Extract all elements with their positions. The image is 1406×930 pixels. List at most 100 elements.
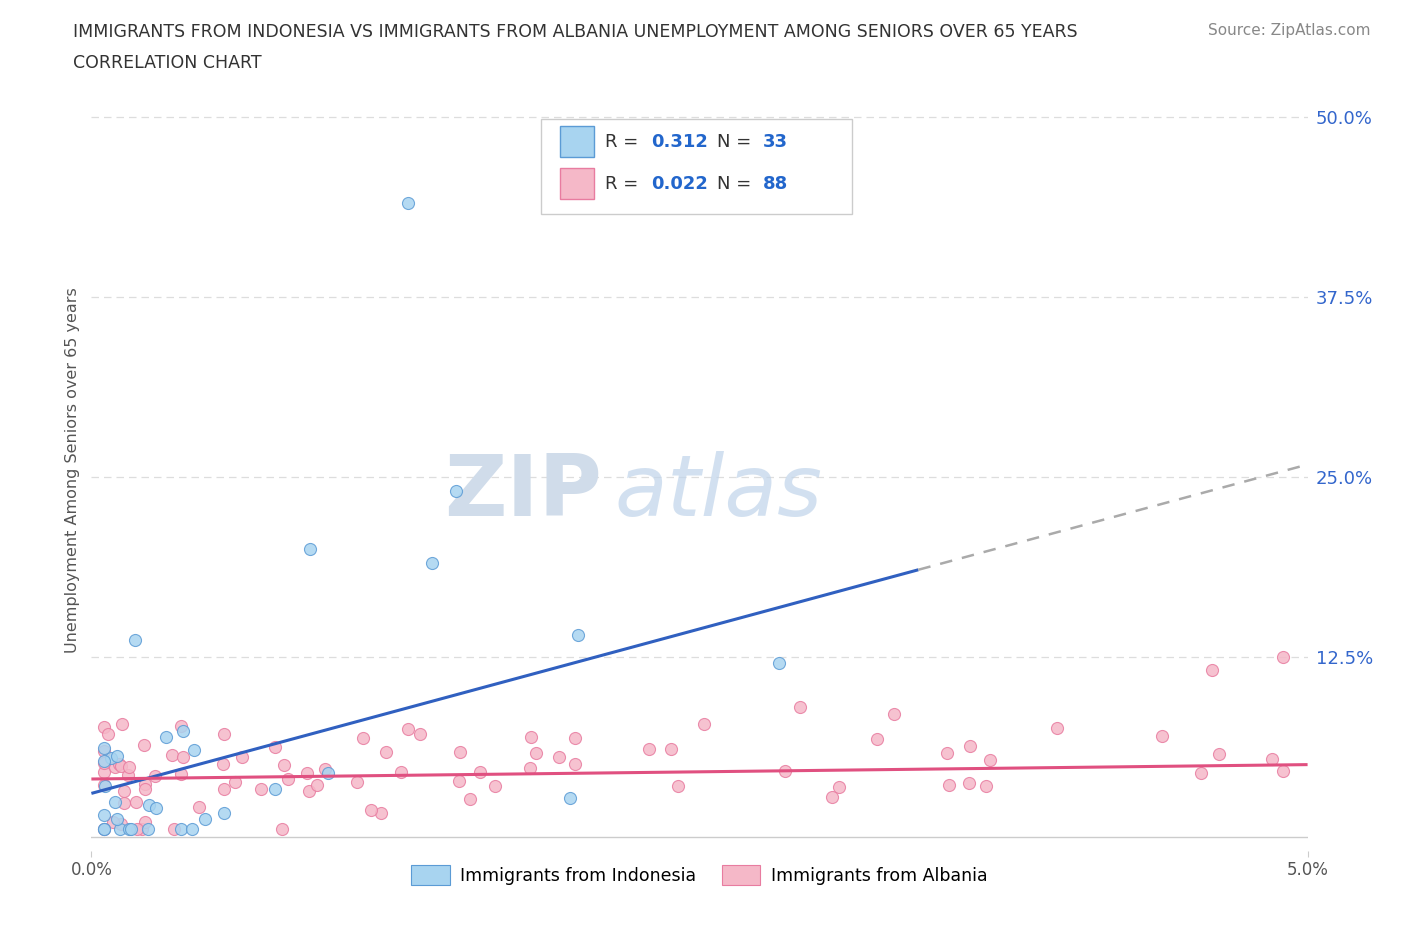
Point <box>264 740 287 755</box>
Point <box>1272 649 1295 664</box>
Point <box>866 731 889 746</box>
Point <box>548 750 571 764</box>
Text: ZIP: ZIP <box>444 451 602 534</box>
Point <box>94 778 117 793</box>
Text: 88: 88 <box>762 175 787 193</box>
Text: 0.312: 0.312 <box>651 133 707 151</box>
Point <box>938 777 960 792</box>
Point <box>194 812 217 827</box>
Point <box>188 800 211 815</box>
Point <box>298 783 321 798</box>
Point <box>100 751 122 765</box>
Point <box>169 822 191 837</box>
Point <box>828 779 851 794</box>
Point <box>936 745 959 760</box>
Point <box>1045 721 1067 736</box>
Text: N =: N = <box>717 175 756 193</box>
Point <box>212 805 235 820</box>
Point <box>447 774 470 789</box>
Point <box>93 741 115 756</box>
Point <box>299 541 322 556</box>
Point <box>93 764 115 779</box>
Point <box>114 783 136 798</box>
Point <box>883 707 905 722</box>
Point <box>295 765 318 780</box>
Point <box>666 779 689 794</box>
Point <box>524 746 547 761</box>
Point <box>118 822 141 837</box>
Point <box>110 758 132 773</box>
Bar <box>560 126 593 157</box>
Bar <box>560 168 593 199</box>
Point <box>145 801 167 816</box>
Point <box>1272 764 1295 778</box>
Point <box>789 700 811 715</box>
Point <box>564 731 586 746</box>
Point <box>136 822 159 837</box>
Point <box>212 726 235 741</box>
Point <box>979 752 1001 767</box>
Point <box>105 749 128 764</box>
Point <box>93 822 115 837</box>
Point <box>458 791 481 806</box>
Point <box>170 718 193 733</box>
Point <box>957 776 980 790</box>
Point <box>104 794 127 809</box>
Point <box>117 759 139 774</box>
Point <box>172 750 194 764</box>
Point <box>93 756 115 771</box>
FancyBboxPatch shape <box>541 119 852 214</box>
Text: IMMIGRANTS FROM INDONESIA VS IMMIGRANTS FROM ALBANIA UNEMPLOYMENT AMONG SENIORS : IMMIGRANTS FROM INDONESIA VS IMMIGRANTS … <box>73 23 1078 41</box>
Point <box>519 761 541 776</box>
Point <box>558 790 581 805</box>
Text: CORRELATION CHART: CORRELATION CHART <box>73 54 262 72</box>
Point <box>155 729 177 744</box>
Point <box>1152 729 1174 744</box>
Point <box>170 766 193 781</box>
Text: 33: 33 <box>762 133 787 151</box>
Point <box>93 743 115 758</box>
Point <box>264 782 287 797</box>
Point <box>134 781 156 796</box>
Point <box>396 196 419 211</box>
Point <box>468 764 491 779</box>
Point <box>93 822 115 837</box>
Point <box>1201 663 1223 678</box>
Point <box>93 720 115 735</box>
Point <box>172 724 194 738</box>
Point <box>93 754 115 769</box>
Point <box>409 726 432 741</box>
Point <box>112 795 135 810</box>
Point <box>231 749 253 764</box>
Point <box>105 812 128 827</box>
Point <box>183 743 205 758</box>
Point <box>316 765 339 780</box>
Point <box>567 628 589 643</box>
Point <box>420 556 443 571</box>
Text: R =: R = <box>605 133 644 151</box>
Point <box>820 790 842 804</box>
Point <box>1208 746 1230 761</box>
Text: R =: R = <box>605 175 644 193</box>
Point <box>125 822 148 837</box>
Point <box>93 807 115 822</box>
Text: 0.022: 0.022 <box>651 175 707 193</box>
Point <box>93 777 115 792</box>
Point <box>138 798 160 813</box>
Point <box>103 815 125 830</box>
Point <box>389 764 412 779</box>
Point <box>134 737 156 752</box>
Point <box>352 730 374 745</box>
Point <box>519 729 541 744</box>
Point <box>134 777 156 791</box>
Point <box>692 716 714 731</box>
Point <box>131 822 153 837</box>
Point <box>449 745 471 760</box>
Point <box>959 738 981 753</box>
Point <box>564 756 586 771</box>
Point <box>134 815 156 830</box>
Point <box>1261 751 1284 766</box>
Point <box>250 781 273 796</box>
Point <box>273 758 295 773</box>
Point <box>108 757 131 772</box>
